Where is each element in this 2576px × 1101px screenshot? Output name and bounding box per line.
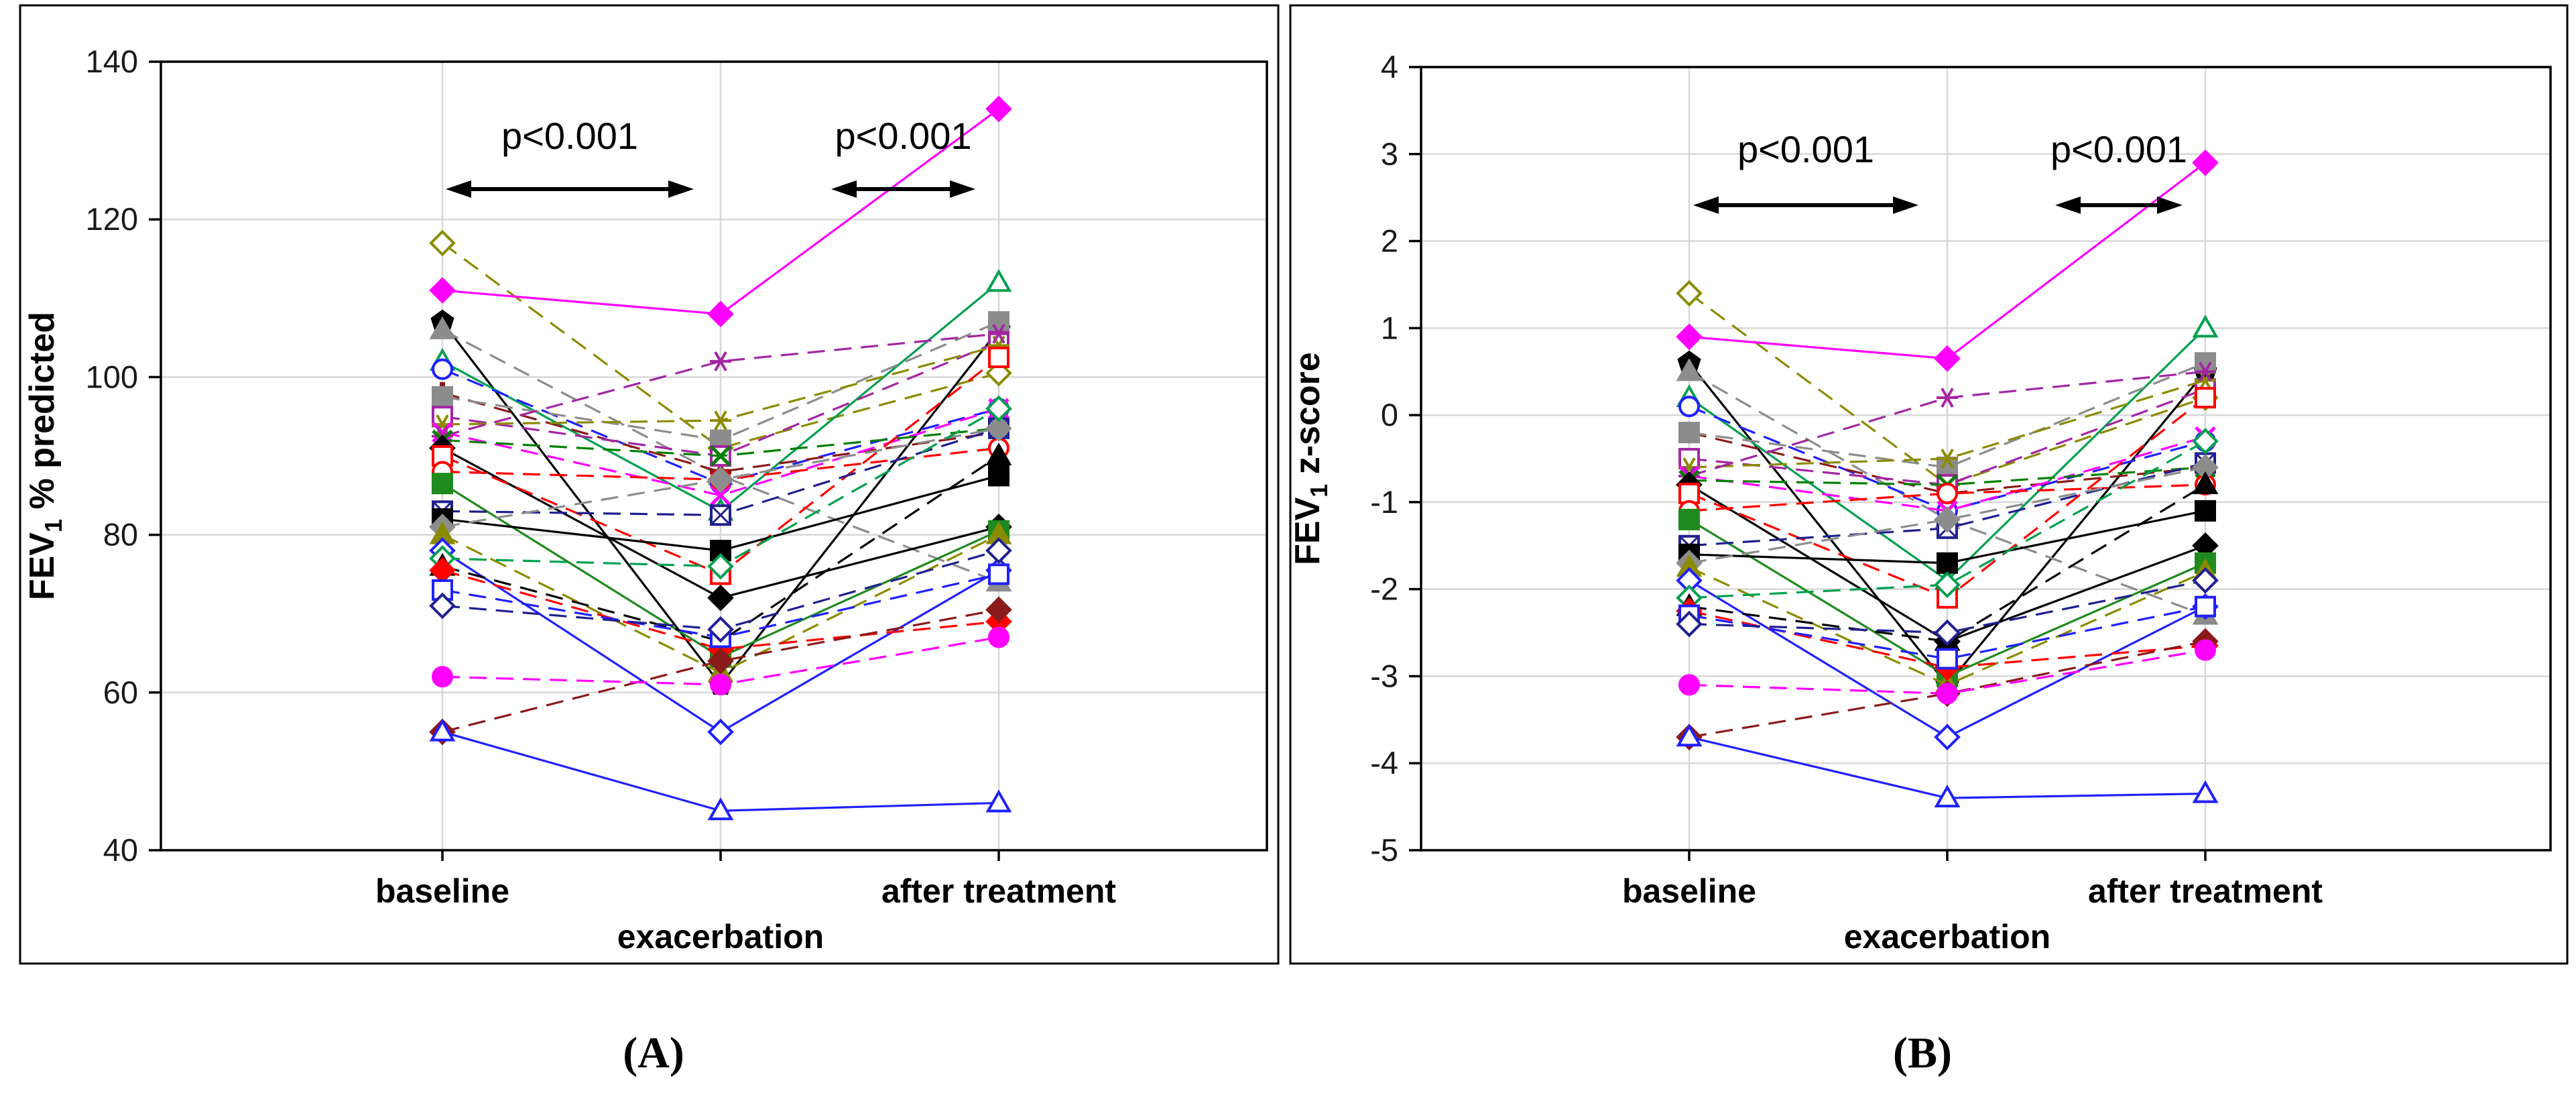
caption-b: (B)	[1893, 1029, 1952, 1078]
axis-ticks	[149, 60, 1000, 861]
p-value-label: p<0.001	[835, 115, 972, 157]
svg-text:120: 120	[86, 201, 138, 237]
svg-text:after treatment: after treatment	[881, 872, 1116, 910]
svg-text:140: 140	[86, 44, 138, 79]
series-olive-star	[1678, 370, 2216, 477]
p-value-label: p<0.001	[2050, 128, 2187, 170]
panel-a-chart: 40 60 80 100 120 140 baseline exacerbation after…	[19, 4, 1280, 965]
series-magenta-circle	[432, 626, 1009, 696]
series-magenta-circle	[1678, 639, 2216, 705]
significance-annotation: p<0.001	[1693, 128, 1918, 214]
svg-text:0: 0	[1381, 397, 1398, 432]
axis-ticks	[1409, 66, 2207, 861]
p-value-label: p<0.001	[1737, 128, 1874, 170]
svg-text:80: 80	[103, 517, 138, 553]
panel-outer-border	[1289, 4, 2569, 965]
caption-a: (A)	[623, 1029, 684, 1078]
y-axis-title: FEV1 z-score	[1288, 352, 1333, 565]
svg-text:baseline: baseline	[1622, 872, 1756, 910]
significance-annotation: p<0.001	[446, 115, 694, 198]
series-purple-star	[1678, 361, 2216, 486]
svg-text:exacerbation: exacerbation	[1844, 918, 2050, 955]
svg-text:100: 100	[86, 359, 138, 394]
svg-text:-2: -2	[1370, 571, 1398, 607]
series-navy-diamond	[1676, 567, 2219, 646]
svg-text:after treatment: after treatment	[2088, 872, 2323, 910]
x-tick-labels: baseline exacerbation after treatment	[1622, 872, 2323, 955]
svg-text:2: 2	[1381, 223, 1398, 259]
svg-text:60: 60	[103, 675, 138, 710]
svg-text:baseline: baseline	[375, 872, 509, 910]
series-navy-diamond	[429, 537, 1012, 643]
svg-text:-4: -4	[1370, 745, 1398, 780]
p-value-label: p<0.001	[501, 115, 638, 157]
panel-outer-border	[19, 4, 1280, 965]
series-magenta-diamond	[1676, 149, 2219, 372]
svg-text:exacerbation: exacerbation	[617, 918, 824, 955]
series-blue-triangle	[1676, 723, 2219, 808]
svg-text:1: 1	[1381, 310, 1398, 345]
plot-border	[1420, 66, 2552, 852]
svg-text:4: 4	[1381, 49, 1398, 84]
svg-text:3: 3	[1381, 136, 1398, 172]
significance-annotation: p<0.001	[831, 115, 975, 198]
y-axis-title: FEV1 % predicted	[23, 312, 67, 600]
x-tick-labels: baseline exacerbation after treatment	[375, 872, 1116, 955]
plot-border	[160, 60, 1268, 852]
significance-annotation: p<0.001	[2050, 128, 2187, 214]
svg-text:-1: -1	[1370, 484, 1398, 520]
panel-captions: (A) (B)	[623, 1029, 1952, 1078]
svg-text:-3: -3	[1370, 658, 1398, 693]
y-tick-labels: 40 60 80 100 120 140	[86, 44, 138, 868]
series-blue-triangle	[429, 718, 1012, 821]
svg-text:-5: -5	[1370, 832, 1398, 868]
series-magenta-diamond	[429, 95, 1012, 328]
gridlines	[1421, 67, 2551, 850]
panel-b-chart: -5 -4 -3 -2 -1 0 1 2 3 4 baseline exacerbation after…	[1288, 4, 2569, 965]
y-tick-labels: -5 -4 -3 -2 -1 0 1 2 3 4	[1370, 49, 1398, 868]
svg-text:40: 40	[103, 832, 138, 868]
